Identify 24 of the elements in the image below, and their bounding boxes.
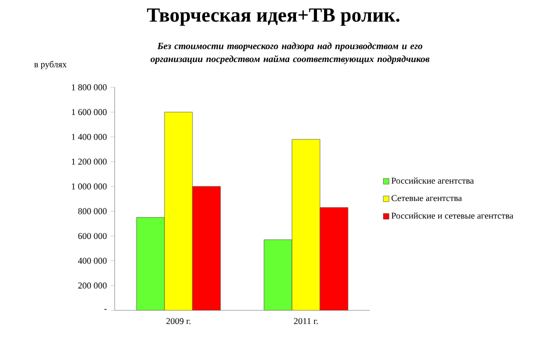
legend-label: Сетевые агентства	[392, 195, 462, 202]
y-tick-label: 1 200 000	[72, 158, 107, 165]
y-tick-label: 600 000	[78, 232, 107, 240]
y-tick-label: 400 000	[78, 258, 107, 264]
bar	[136, 217, 165, 310]
y-tick-label: 200 000	[78, 282, 107, 289]
bar	[192, 186, 221, 310]
bar	[292, 139, 320, 310]
chart-title: Творческая идея+ТВ ролик.	[147, 8, 400, 26]
y-tick-label: 800 000	[78, 208, 107, 214]
y-tick-label: -	[104, 309, 107, 310]
legend-label: Российские и сетевые агентства	[391, 212, 514, 219]
legend-label: Российские агентства	[391, 177, 474, 184]
y-tick-label: 1 000 000	[72, 183, 107, 190]
y-tick-label: 1 400 000	[72, 134, 107, 140]
bar	[164, 112, 193, 310]
y-tick-label: 1 800 000	[72, 84, 107, 90]
x-tick-label: 2011 г.	[294, 318, 318, 324]
y-axis-title: в рублях	[34, 60, 67, 70]
bar	[264, 239, 292, 310]
chart-subtitle: Без стоимости творческого надзора над производством и его организации посредством найма соответствующих подрядчиков	[150, 42, 430, 64]
y-tick-label: 1 600 000	[72, 109, 107, 116]
x-tick-label: 2009 г.	[166, 318, 190, 324]
bar	[320, 207, 348, 310]
